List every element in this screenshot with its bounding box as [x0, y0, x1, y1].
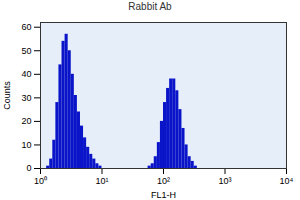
svg-text:10⁰: 10⁰ [34, 176, 47, 186]
svg-text:FL1-H: FL1-H [151, 190, 176, 200]
svg-text:20: 20 [21, 116, 31, 126]
svg-text:10: 10 [21, 140, 31, 150]
svg-text:60: 60 [21, 22, 31, 32]
html-text:Rabbit Ab: Rabbit Ab [128, 1, 172, 12]
svg-text:30: 30 [21, 93, 31, 103]
svg-text:10¹: 10¹ [95, 176, 108, 186]
svg-text:Counts: Counts [2, 81, 12, 110]
svg-text:10²: 10² [157, 176, 170, 186]
svg-text:10⁴: 10⁴ [280, 176, 294, 186]
svg-text:0: 0 [26, 163, 31, 173]
svg-text:10³: 10³ [218, 176, 231, 186]
svg-text:50: 50 [21, 46, 31, 56]
svg-text:40: 40 [21, 69, 31, 79]
